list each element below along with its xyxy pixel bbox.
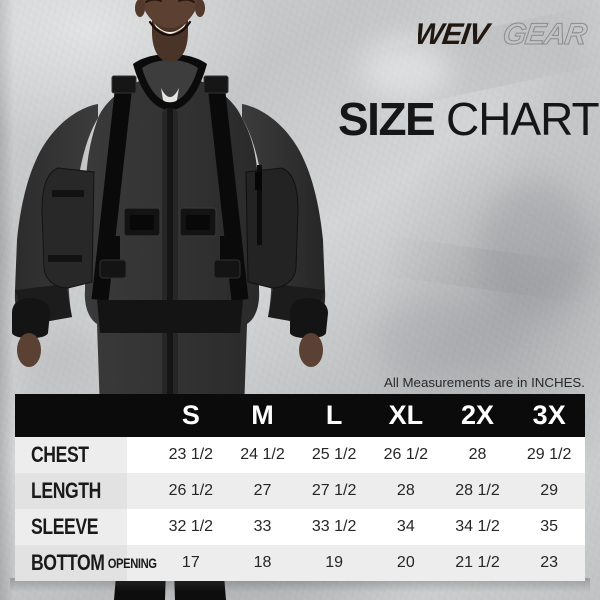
svg-text:WEIV: WEIV xyxy=(418,18,494,51)
svg-text:GEAR: GEAR xyxy=(501,18,589,51)
